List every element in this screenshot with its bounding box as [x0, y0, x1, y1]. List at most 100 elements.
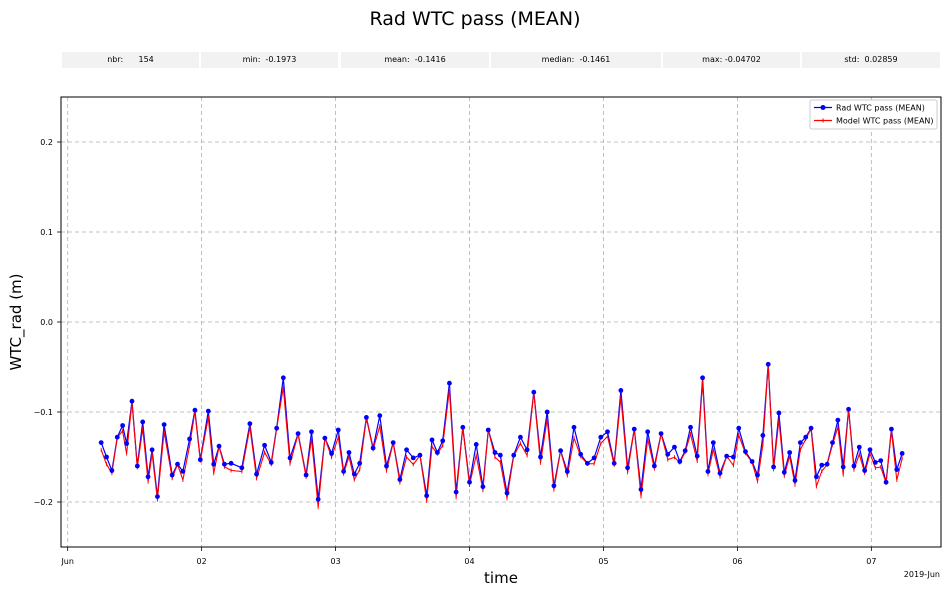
rad-point [397, 477, 403, 482]
rad-point [776, 410, 782, 416]
rad-point [161, 422, 167, 427]
x-tick-label: Jun [60, 557, 74, 566]
legend-label-rad: Rad WTC pass (MEAN) [836, 104, 925, 113]
rad-point [329, 451, 334, 456]
rad-point [538, 454, 543, 460]
rad-point [322, 435, 328, 441]
rad-point [672, 444, 677, 450]
rad-point [309, 429, 314, 435]
rad-point [760, 433, 766, 438]
x-tick-label: 02 [197, 557, 207, 566]
rad-point [524, 447, 530, 453]
stat-nbr: nbr: 154 [62, 52, 199, 68]
rad-point [357, 460, 363, 466]
legend-marker-rad [820, 105, 826, 110]
rad-point [631, 426, 637, 432]
rad-point [584, 460, 590, 466]
rad-point [856, 444, 862, 450]
rad-point [677, 459, 683, 464]
rad-point [315, 496, 321, 502]
rad-point [192, 407, 198, 413]
rad-point [889, 426, 894, 432]
rad-point [899, 451, 905, 456]
rad-point [447, 380, 452, 386]
chart-title: Rad WTC pass (MEAN) [369, 8, 581, 30]
rad-point [625, 465, 630, 471]
rad-point [460, 424, 466, 430]
rad-point [98, 440, 104, 445]
rad-point [736, 425, 742, 431]
rad-point [417, 452, 423, 458]
rad-point [351, 471, 357, 477]
rad-point [814, 474, 819, 480]
rad-point [830, 440, 835, 445]
legend: Rad WTC pass (MEAN) Model WTC pass (MEAN… [809, 99, 938, 130]
rad-point [787, 450, 793, 455]
rad-point [377, 413, 383, 418]
rad-point [591, 455, 597, 461]
rad-point [700, 375, 705, 381]
rad-point [197, 457, 203, 463]
y-tick-label: 0.1 [40, 228, 53, 237]
rad-point [239, 465, 245, 471]
rad-point [730, 454, 736, 460]
rad-point [551, 483, 557, 489]
stat-median: median: -0.1461 [491, 52, 661, 68]
tick-layer: −0.2 −0.1 0.0 0.1 0.2 Jun 02 03 04 05 06 07 [34, 138, 877, 566]
rad-point [109, 468, 115, 473]
rad-point [558, 448, 564, 454]
rad-point [598, 434, 604, 440]
rad-point [187, 436, 192, 442]
rad-point [605, 429, 610, 435]
series-line-rad [100, 364, 903, 500]
y-tick-label: −0.2 [34, 498, 53, 507]
plot-frame [60, 96, 942, 548]
rad-point [819, 462, 825, 468]
rad-point [651, 463, 657, 469]
rad-point [262, 442, 267, 448]
rad-point [710, 440, 716, 445]
rad-point [688, 424, 693, 430]
rad-point [883, 479, 889, 485]
rad-point [717, 470, 723, 476]
rad-point [571, 424, 577, 430]
rad-point [578, 451, 584, 457]
y-axis-label: WTC_rad (m) [7, 273, 26, 370]
rad-point [211, 461, 217, 467]
rad-point [274, 425, 280, 431]
stat-max: max: -0.04702 [663, 52, 800, 68]
rad-point [169, 472, 175, 478]
rad-point [180, 469, 186, 474]
rad-point [434, 450, 440, 455]
rad-point [295, 431, 301, 436]
legend-box [809, 99, 938, 130]
y-tick-label: −0.1 [34, 408, 53, 417]
rad-point [564, 469, 570, 474]
rad-point [129, 398, 135, 404]
x-tick-label: 03 [330, 557, 340, 566]
rad-point [531, 389, 537, 395]
rad-point [140, 419, 146, 425]
rad-point [862, 468, 868, 473]
rad-point [824, 461, 830, 467]
rad-point [114, 434, 120, 440]
rad-point [705, 469, 711, 474]
rad-point [792, 478, 798, 483]
rad-point [872, 460, 878, 465]
rad-point [485, 427, 491, 433]
rad-point [303, 472, 309, 478]
rad-point [504, 490, 510, 496]
stat-std: std: 0.02859 [802, 52, 940, 68]
rad-point [124, 441, 130, 446]
rad-point [638, 487, 644, 492]
legend-label-model: Model WTC pass (MEAN) [836, 117, 934, 126]
rad-point [247, 421, 253, 427]
rad-point [803, 434, 809, 440]
rad-point [781, 469, 787, 475]
rad-point [155, 494, 160, 499]
rad-point [724, 453, 730, 459]
stat-min: min: -0.1973 [201, 52, 338, 68]
rad-point [797, 440, 803, 445]
rad-point [467, 479, 472, 485]
stat-mean: mean: -0.1416 [341, 52, 489, 68]
